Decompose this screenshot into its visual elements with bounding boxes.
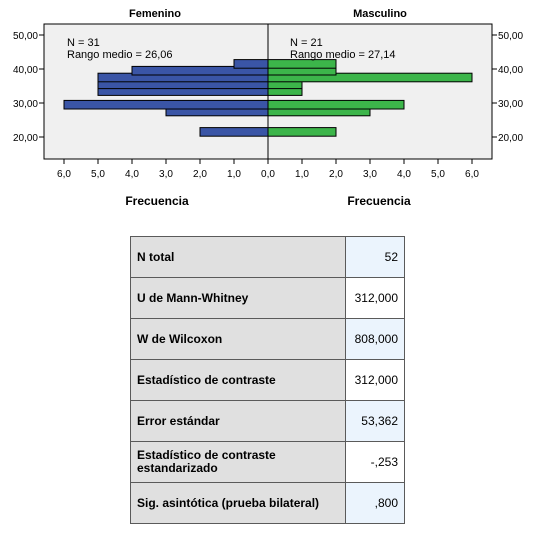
y-tick-label-left: 30,00 <box>13 99 38 110</box>
male-bar-2 <box>267 99 405 110</box>
x-tick-label-female: 2,0 <box>193 169 207 180</box>
female-n-label: N = 31 <box>67 37 100 49</box>
x-tick-label-female: 5,0 <box>91 169 105 180</box>
stat-value: -,253 <box>345 441 405 483</box>
x-tick-label-female: 6,0 <box>57 169 71 180</box>
test-summary-table: N total 52 U de Mann-Whitney 312,000 W de Wi… <box>130 236 405 524</box>
x-tick-label-male: 1,0 <box>295 169 309 180</box>
female-bar-7 <box>233 59 269 69</box>
stat-value: 53,362 <box>345 400 405 442</box>
stat-label: Estadístico de contraste <box>130 359 346 401</box>
stats-row: U de Mann-Whitney 312,000 <box>130 277 405 319</box>
x-tick-label-female: 4,0 <box>125 169 139 180</box>
x-tick-label-female: 1,0 <box>227 169 241 180</box>
stats-row: W de Wilcoxon 808,000 <box>130 318 405 360</box>
x-axis-label-female: Frecuencia <box>125 194 189 208</box>
male-n-label: N = 21 <box>290 37 323 49</box>
stats-row: Error estándar 53,362 <box>130 400 405 442</box>
stats-row: N total 52 <box>130 236 405 278</box>
female-bar-2 <box>63 99 269 110</box>
x-tick-label-male: 5,0 <box>431 169 445 180</box>
x-axis-label-male: Frecuencia <box>347 194 411 208</box>
stat-value: 808,000 <box>345 318 405 360</box>
y-tick-label-right: 20,00 <box>498 133 523 144</box>
stat-label: Sig. asintótica (prueba bilateral) <box>130 482 346 524</box>
stats-row: Sig. asintótica (prueba bilateral) ,800 <box>130 482 405 524</box>
y-tick-label-left: 40,00 <box>13 65 38 76</box>
x-tick-label-male: 4,0 <box>397 169 411 180</box>
population-pyramid-chart: Femenino Masculino 20,00 20,00 30,00 30,00 4… <box>13 8 523 208</box>
stat-value: ,800 <box>345 482 405 524</box>
panel-title-female: Femenino <box>129 8 181 20</box>
x-tick-label-male: 6,0 <box>465 169 479 180</box>
x-tick-label-male: 3,0 <box>363 169 377 180</box>
stats-row: Estadístico de contraste estandarizado -,… <box>130 441 405 483</box>
female-bar-0 <box>199 127 269 137</box>
y-tick-label-left: 50,00 <box>13 31 38 42</box>
x-tick-label-male: 2,0 <box>329 169 343 180</box>
male-bar-0 <box>267 127 337 137</box>
y-tick-label-right: 40,00 <box>498 65 523 76</box>
stat-value: 312,000 <box>345 277 405 319</box>
male-mean-rank-label: Rango medio = 27,14 <box>290 49 396 61</box>
stats-row: Estadístico de contraste 312,000 <box>130 359 405 401</box>
stat-label: Error estándar <box>130 400 346 442</box>
female-mean-rank-label: Rango medio = 26,06 <box>67 49 173 61</box>
stat-value: 52 <box>345 236 405 278</box>
stat-label: W de Wilcoxon <box>130 318 346 360</box>
x-tick-label-female: 0,0 <box>261 169 275 180</box>
x-tick-label-female: 3,0 <box>159 169 173 180</box>
stat-label: N total <box>130 236 346 278</box>
panel-title-male: Masculino <box>353 8 407 20</box>
y-tick-label-right: 50,00 <box>498 31 523 42</box>
y-tick-label-left: 20,00 <box>13 133 38 144</box>
stat-label: Estadístico de contraste estandarizado <box>130 441 346 483</box>
stat-value: 312,000 <box>345 359 405 401</box>
stat-label: U de Mann-Whitney <box>130 277 346 319</box>
y-tick-label-right: 30,00 <box>498 99 523 110</box>
